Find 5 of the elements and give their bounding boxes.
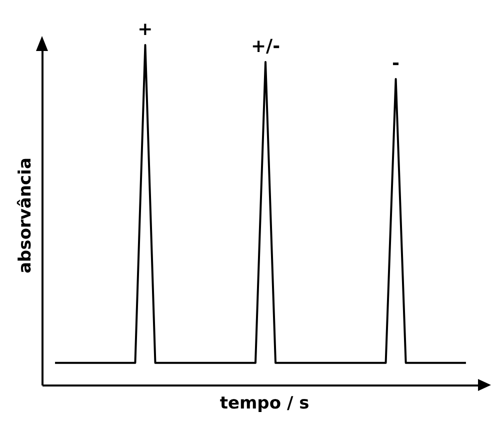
annotation: - — [392, 53, 400, 74]
text: + — [138, 19, 153, 40]
y-axis-title: absorvância — [16, 158, 36, 274]
x-axis-title: tempo / s — [220, 394, 310, 414]
annotation: +/- — [250, 36, 280, 57]
